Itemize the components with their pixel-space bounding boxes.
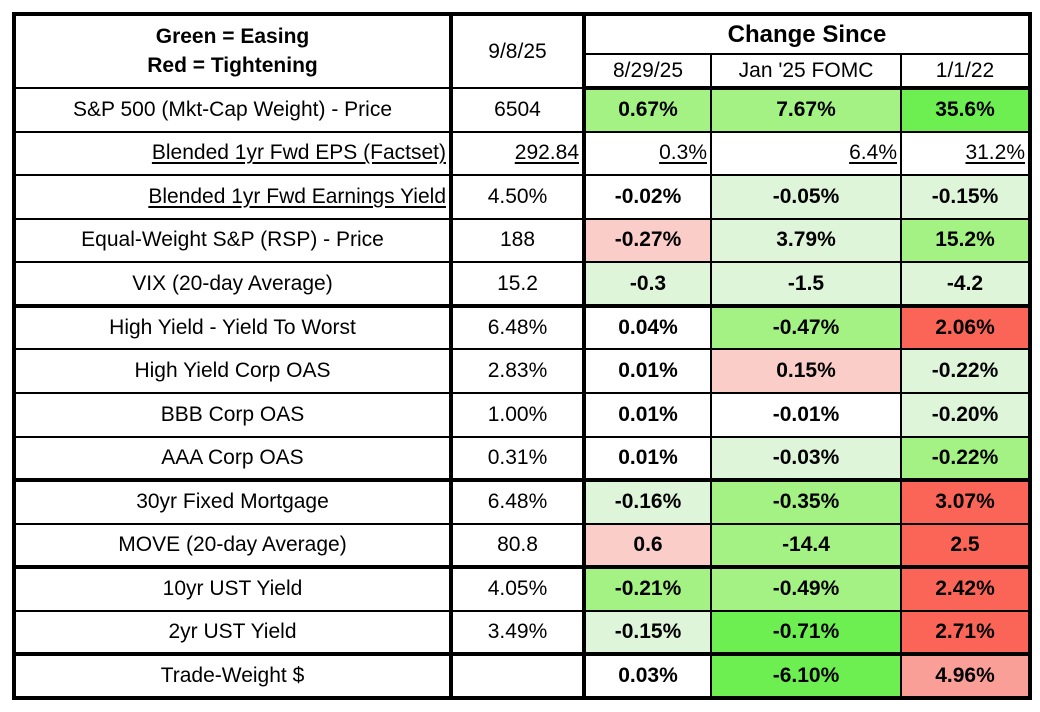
change-col-1-header: 8/29/25 bbox=[583, 53, 712, 90]
row-label: AAA Corp OAS bbox=[13, 435, 453, 483]
change-value: 3.79% bbox=[710, 217, 902, 264]
table-row: High Yield - Yield To Worst 6.48% 0.04% -0.… bbox=[13, 304, 1031, 351]
table-row: 10yr UST Yield 4.05% -0.21% -0.49% 2.42% bbox=[13, 566, 1031, 612]
change-value: 0.01% bbox=[583, 435, 712, 483]
current-value bbox=[450, 653, 586, 699]
change-value: 0.03% bbox=[583, 653, 712, 699]
change-value: 6.4% bbox=[710, 130, 902, 177]
change-value: 3.07% bbox=[900, 479, 1031, 525]
row-label: MOVE (20-day Average) bbox=[13, 522, 453, 570]
row-label: Equal-Weight S&P (RSP) - Price bbox=[13, 217, 453, 264]
change-value: 4.96% bbox=[900, 653, 1031, 699]
row-label: BBB Corp OAS bbox=[13, 391, 453, 438]
row-label: High Yield Corp OAS bbox=[13, 348, 453, 394]
change-value: 0.3% bbox=[583, 130, 712, 177]
change-value: -0.21% bbox=[583, 566, 712, 612]
current-value: 2.83% bbox=[450, 348, 586, 394]
change-value: -0.3 bbox=[583, 261, 712, 308]
change-value: -0.35% bbox=[710, 479, 902, 525]
row-label: Blended 1yr Fwd EPS (Factset) bbox=[13, 130, 453, 177]
table-row: High Yield Corp OAS 2.83% 0.01% 0.15% -0.22% bbox=[13, 348, 1031, 394]
change-since-header: Change Since bbox=[583, 13, 1031, 55]
change-value: -1.5 bbox=[710, 261, 902, 308]
change-value: -0.22% bbox=[900, 435, 1031, 483]
change-value: -0.02% bbox=[583, 174, 712, 220]
row-label: 2yr UST Yield bbox=[13, 609, 453, 657]
change-value: 2.06% bbox=[900, 304, 1031, 351]
change-value: 31.2% bbox=[900, 130, 1031, 177]
table-row: Equal-Weight S&P (RSP) - Price 188 -0.27% 3… bbox=[13, 217, 1031, 264]
change-value: 2.42% bbox=[900, 566, 1031, 612]
table-row: 2yr UST Yield 3.49% -0.15% -0.71% 2.71% bbox=[13, 609, 1031, 657]
row-label: Trade-Weight $ bbox=[13, 653, 453, 699]
current-value: 4.05% bbox=[450, 566, 586, 612]
row-label: 10yr UST Yield bbox=[13, 566, 453, 612]
current-value: 0.31% bbox=[450, 435, 586, 483]
change-value: -0.15% bbox=[900, 174, 1031, 220]
current-value: 1.00% bbox=[450, 391, 586, 438]
table-row: Blended 1yr Fwd Earnings Yield 4.50% -0.02… bbox=[13, 174, 1031, 220]
header-row-2: 8/29/25 Jan '25 FOMC 1/1/22 bbox=[14, 53, 1031, 90]
change-value: -14.4 bbox=[710, 522, 902, 570]
change-value: 0.04% bbox=[583, 304, 712, 351]
current-value: 3.49% bbox=[450, 609, 586, 657]
change-value: -0.05% bbox=[710, 174, 902, 220]
change-value: -0.15% bbox=[583, 609, 712, 657]
change-value: -0.03% bbox=[710, 435, 902, 483]
change-value: 7.67% bbox=[710, 87, 902, 133]
change-value: -0.27% bbox=[583, 217, 712, 264]
row-label: High Yield - Yield To Worst bbox=[13, 304, 453, 351]
row-label: VIX (20-day Average) bbox=[13, 261, 453, 308]
change-value: 0.6 bbox=[583, 522, 712, 570]
legend-green-label: Green = Easing bbox=[155, 25, 310, 49]
change-col-3-header: 1/1/22 bbox=[900, 53, 1031, 90]
current-value: 6.48% bbox=[450, 304, 586, 351]
table-row: S&P 500 (Mkt-Cap Weight) - Price 6504 0.67… bbox=[13, 87, 1031, 133]
change-col-2-header: Jan '25 FOMC bbox=[710, 53, 902, 90]
current-value: 4.50% bbox=[450, 174, 586, 220]
change-value: -6.10% bbox=[710, 653, 902, 699]
table-row: AAA Corp OAS 0.31% 0.01% -0.03% -0.22% bbox=[13, 435, 1031, 483]
legend-red-label: Red = Tightening bbox=[147, 53, 318, 77]
change-value: -0.22% bbox=[900, 348, 1031, 394]
table-row: MOVE (20-day Average) 80.8 0.6 -14.4 2.5 bbox=[13, 522, 1031, 570]
change-value: 2.5 bbox=[900, 522, 1031, 570]
table-body: S&P 500 (Mkt-Cap Weight) - Price 6504 0.67… bbox=[13, 87, 1031, 699]
current-date-header: 9/8/25 bbox=[450, 13, 586, 89]
change-value: -0.49% bbox=[710, 566, 902, 612]
current-value: 6.48% bbox=[450, 479, 586, 525]
change-value: 0.15% bbox=[710, 348, 902, 394]
change-value: -0.20% bbox=[900, 391, 1031, 438]
row-label: S&P 500 (Mkt-Cap Weight) - Price bbox=[13, 87, 453, 133]
table-row: VIX (20-day Average) 15.2 -0.3 -1.5 -4.2 bbox=[13, 261, 1031, 308]
change-value: 2.71% bbox=[900, 609, 1031, 657]
table-row: BBB Corp OAS 1.00% 0.01% -0.01% -0.20% bbox=[13, 391, 1031, 438]
change-value: 15.2% bbox=[900, 217, 1031, 264]
current-value: 6504 bbox=[450, 87, 586, 133]
header-row-1: Green = Easing Red = Tightening 9/8/25 C… bbox=[13, 13, 1031, 89]
table-row: Trade-Weight $ 0.03% -6.10% 4.96% bbox=[13, 653, 1031, 699]
change-value: -0.01% bbox=[710, 391, 902, 438]
current-value: 292.84 bbox=[450, 130, 586, 177]
change-value: 35.6% bbox=[900, 87, 1031, 133]
current-value: 15.2 bbox=[450, 261, 586, 308]
table-row: Blended 1yr Fwd EPS (Factset) 292.84 0.3% 6… bbox=[13, 130, 1031, 177]
change-value: 0.67% bbox=[583, 87, 712, 133]
row-label: Blended 1yr Fwd Earnings Yield bbox=[13, 174, 453, 220]
indicators-table: Green = Easing Red = Tightening 9/8/25 C… bbox=[12, 12, 1032, 700]
change-value: 0.01% bbox=[583, 348, 712, 394]
row-label: 30yr Fixed Mortgage bbox=[13, 479, 453, 525]
change-value: -0.71% bbox=[710, 609, 902, 657]
legend-header: Green = Easing Red = Tightening bbox=[13, 13, 453, 89]
change-value: -0.16% bbox=[583, 479, 712, 525]
change-value: 0.01% bbox=[583, 391, 712, 438]
change-value: -4.2 bbox=[900, 261, 1031, 308]
current-value: 80.8 bbox=[450, 522, 586, 570]
current-value: 188 bbox=[450, 217, 586, 264]
table-row: 30yr Fixed Mortgage 6.48% -0.16% -0.35% 3.07… bbox=[13, 479, 1031, 525]
change-value: -0.47% bbox=[710, 304, 902, 351]
